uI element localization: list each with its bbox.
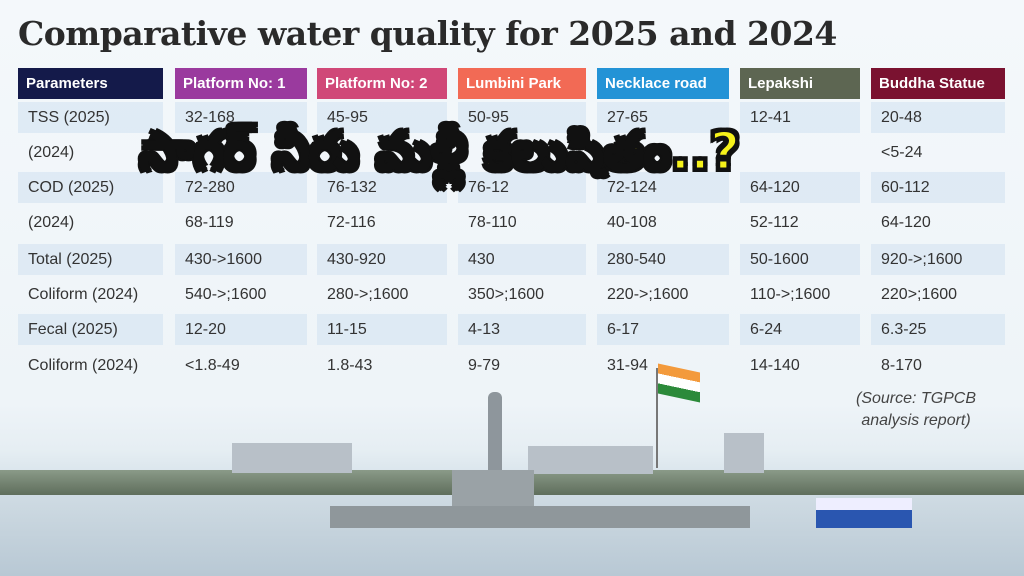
- table-cell: 350>;1600: [468, 286, 545, 303]
- table-cell: 6-17: [597, 314, 729, 345]
- column-header: Buddha Statue: [871, 68, 1005, 99]
- source-note: (Source: TGPCB analysis report): [856, 388, 976, 432]
- column-header: Necklace road: [597, 68, 729, 99]
- table-cell: 220->;1600: [607, 286, 689, 303]
- table-cell: 430: [458, 244, 586, 275]
- table-cell: 6-24: [740, 314, 860, 345]
- table-cell: 1.8-43: [327, 357, 373, 374]
- table-cell: 280->;1600: [327, 286, 409, 303]
- table-cell: 8-170: [881, 357, 922, 374]
- row-label: (2024): [28, 214, 75, 231]
- row-label: Fecal (2025): [18, 314, 163, 345]
- headline-overlay: సాగర్ నీరు మళ్లీ కలుషితం..?: [138, 121, 741, 184]
- table-cell: <5-24: [881, 144, 923, 161]
- table-cell: <1.8-49: [185, 357, 240, 374]
- row-label: Coliform (2024): [28, 357, 139, 374]
- table-cell: 14-140: [750, 357, 800, 374]
- building: [232, 443, 352, 473]
- table-cell: 64-120: [881, 214, 931, 231]
- table-cell: 40-108: [607, 214, 657, 231]
- table-cell: 60-112: [871, 172, 1005, 203]
- table-cell: 32-168: [175, 102, 307, 133]
- table-cell: 9-79: [468, 357, 501, 374]
- table-cell: 50-1600: [740, 244, 860, 275]
- table-cell: 6.3-25: [871, 314, 1005, 345]
- table-cell: 12-20: [175, 314, 307, 345]
- table-cell: 4-13: [458, 314, 586, 345]
- table-cell: 31-94: [607, 357, 648, 374]
- table-cell: 72-116: [327, 214, 376, 231]
- chart-title: Comparative water quality for 2025 and 2…: [18, 14, 837, 53]
- table-cell: 72-124: [597, 172, 729, 203]
- row-label: Total (2025): [18, 244, 163, 275]
- table-cell: 110->;1600: [750, 286, 831, 303]
- source-line: (Source: TGPCB: [856, 390, 977, 407]
- flag-pole: [656, 368, 658, 468]
- table-cell: 78-110: [468, 214, 517, 231]
- building: [528, 446, 653, 474]
- column-header: Platform No: 1: [175, 68, 307, 99]
- source-line: analysis report): [861, 412, 971, 429]
- column-header: Parameters: [18, 68, 163, 99]
- boat: [816, 498, 912, 528]
- table-cell: 76-132: [317, 172, 447, 203]
- statue-pedestal: [452, 470, 534, 506]
- table-cell: 12-41: [740, 102, 860, 133]
- table-cell: 20-48: [871, 102, 1005, 133]
- table-cell: 45-95: [317, 102, 447, 133]
- building: [724, 433, 764, 473]
- row-label: COD (2025): [18, 172, 163, 203]
- table-cell: 68-119: [185, 214, 234, 231]
- row-label: TSS (2025): [18, 102, 163, 133]
- table-cell: 27-65: [597, 102, 729, 133]
- table-cell: 430-920: [317, 244, 447, 275]
- table-cell: 50-95: [458, 102, 586, 133]
- table-cell: 280-540: [597, 244, 729, 275]
- table-cell: 920->;1600: [871, 244, 1005, 275]
- buddha-statue: [488, 392, 502, 472]
- table-cell: 540->;1600: [185, 286, 267, 303]
- table-cell: 430->1600: [175, 244, 307, 275]
- table-cell: [740, 137, 860, 168]
- table-cell: 64-120: [740, 172, 860, 203]
- table-cell: 220>;1600: [881, 286, 958, 303]
- table-cell: 72-280: [175, 172, 307, 203]
- column-header: Platform No: 2: [317, 68, 447, 99]
- column-header: Lumbini Park: [458, 68, 586, 99]
- island-platform: [330, 506, 750, 528]
- table-cell: 52-112: [750, 214, 799, 231]
- column-header: Lepakshi: [740, 68, 860, 99]
- row-label: Coliform (2024): [28, 286, 139, 303]
- table-cell: 76-12: [458, 172, 586, 203]
- row-label: (2024): [28, 144, 75, 161]
- table-cell: 11-15: [317, 314, 447, 345]
